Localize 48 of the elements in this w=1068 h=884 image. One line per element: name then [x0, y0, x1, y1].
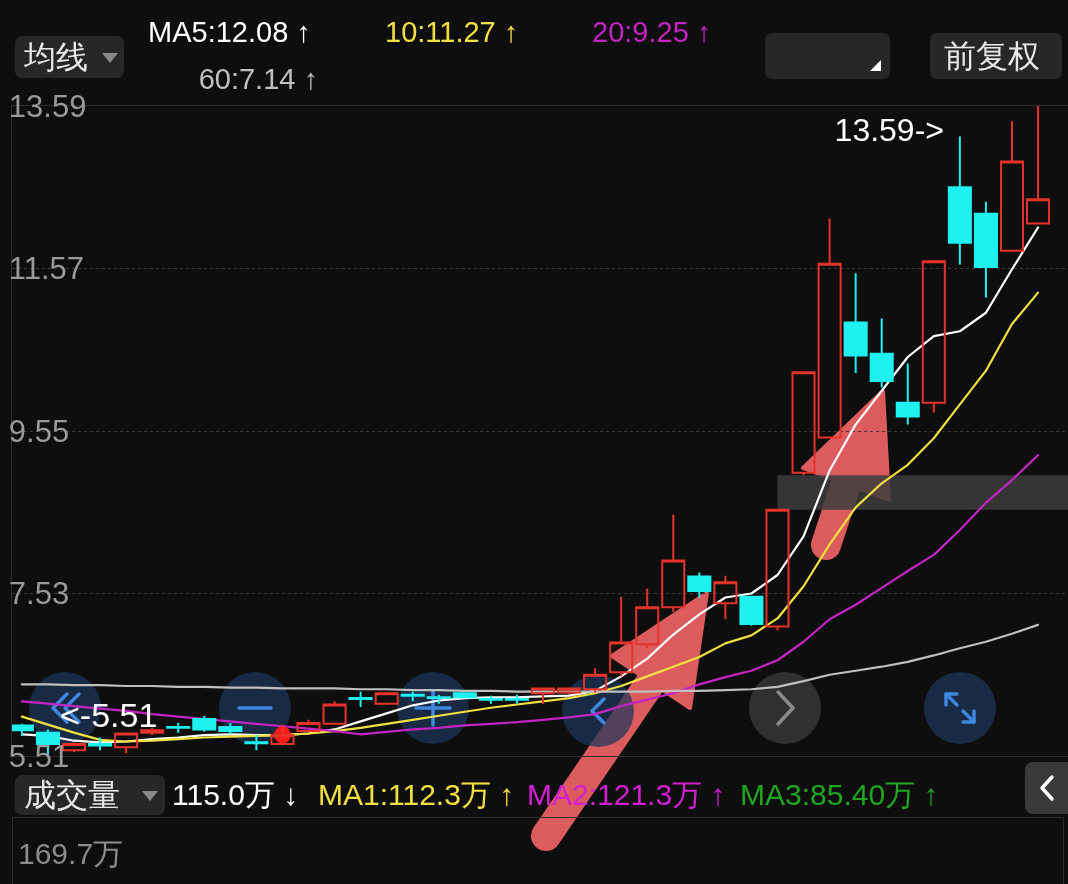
candlestick — [635, 587, 660, 650]
text: 前复权 — [944, 38, 1040, 75]
candlestick — [1026, 106, 1051, 225]
candlestick — [687, 571, 712, 599]
candlestick — [244, 734, 269, 752]
candlestick — [713, 574, 738, 621]
candlestick — [530, 686, 556, 705]
candlestick — [817, 217, 842, 439]
candlestick — [895, 362, 920, 426]
candlestick — [218, 722, 243, 736]
text: 169.7万 — [18, 836, 124, 871]
text: 均线 — [24, 39, 88, 76]
y-tick-label: 11.57 — [8, 251, 85, 287]
candlestick — [374, 691, 399, 705]
text: MA3:85.40万 ↑ — [740, 777, 939, 812]
candlestick — [921, 260, 946, 414]
candlestick — [88, 736, 113, 752]
text: 20:9.25 ↑ — [592, 16, 712, 49]
candlestick — [765, 508, 790, 632]
line-series — [20, 623, 1040, 693]
candlestick — [557, 686, 582, 696]
text: 10:11.27 ↑ — [385, 16, 519, 49]
candlestick — [166, 722, 191, 734]
text: 成交量 — [24, 777, 120, 814]
candlestick — [999, 120, 1025, 252]
candlestick — [843, 272, 868, 375]
text: 115.0万 ↓ — [172, 777, 299, 812]
y-tick-label: 9.55 — [8, 413, 70, 449]
candlestick — [296, 718, 321, 733]
text: 60:7.14 ↑ — [198, 63, 318, 96]
candlestick — [661, 513, 686, 613]
candlestick — [739, 594, 764, 627]
y-tick-label: 7.53 — [8, 576, 70, 612]
candlestick — [609, 595, 634, 678]
candlestick — [973, 200, 998, 299]
candlestick — [583, 667, 608, 694]
candlestick — [348, 690, 373, 708]
candlestick — [791, 371, 816, 477]
candlestick — [869, 317, 894, 389]
candlestick — [114, 731, 139, 755]
candlestick — [947, 135, 972, 266]
text: MA1:112.3万 ↑ — [318, 777, 515, 812]
y-tick-label: 5.51 — [8, 738, 70, 774]
candlestick — [322, 700, 347, 725]
text: MA5:12.08 ↑ — [148, 16, 311, 49]
y-tick-label: 13.59 — [8, 88, 87, 124]
annotation: 13.59-> — [834, 112, 944, 149]
candlestick — [192, 714, 217, 733]
